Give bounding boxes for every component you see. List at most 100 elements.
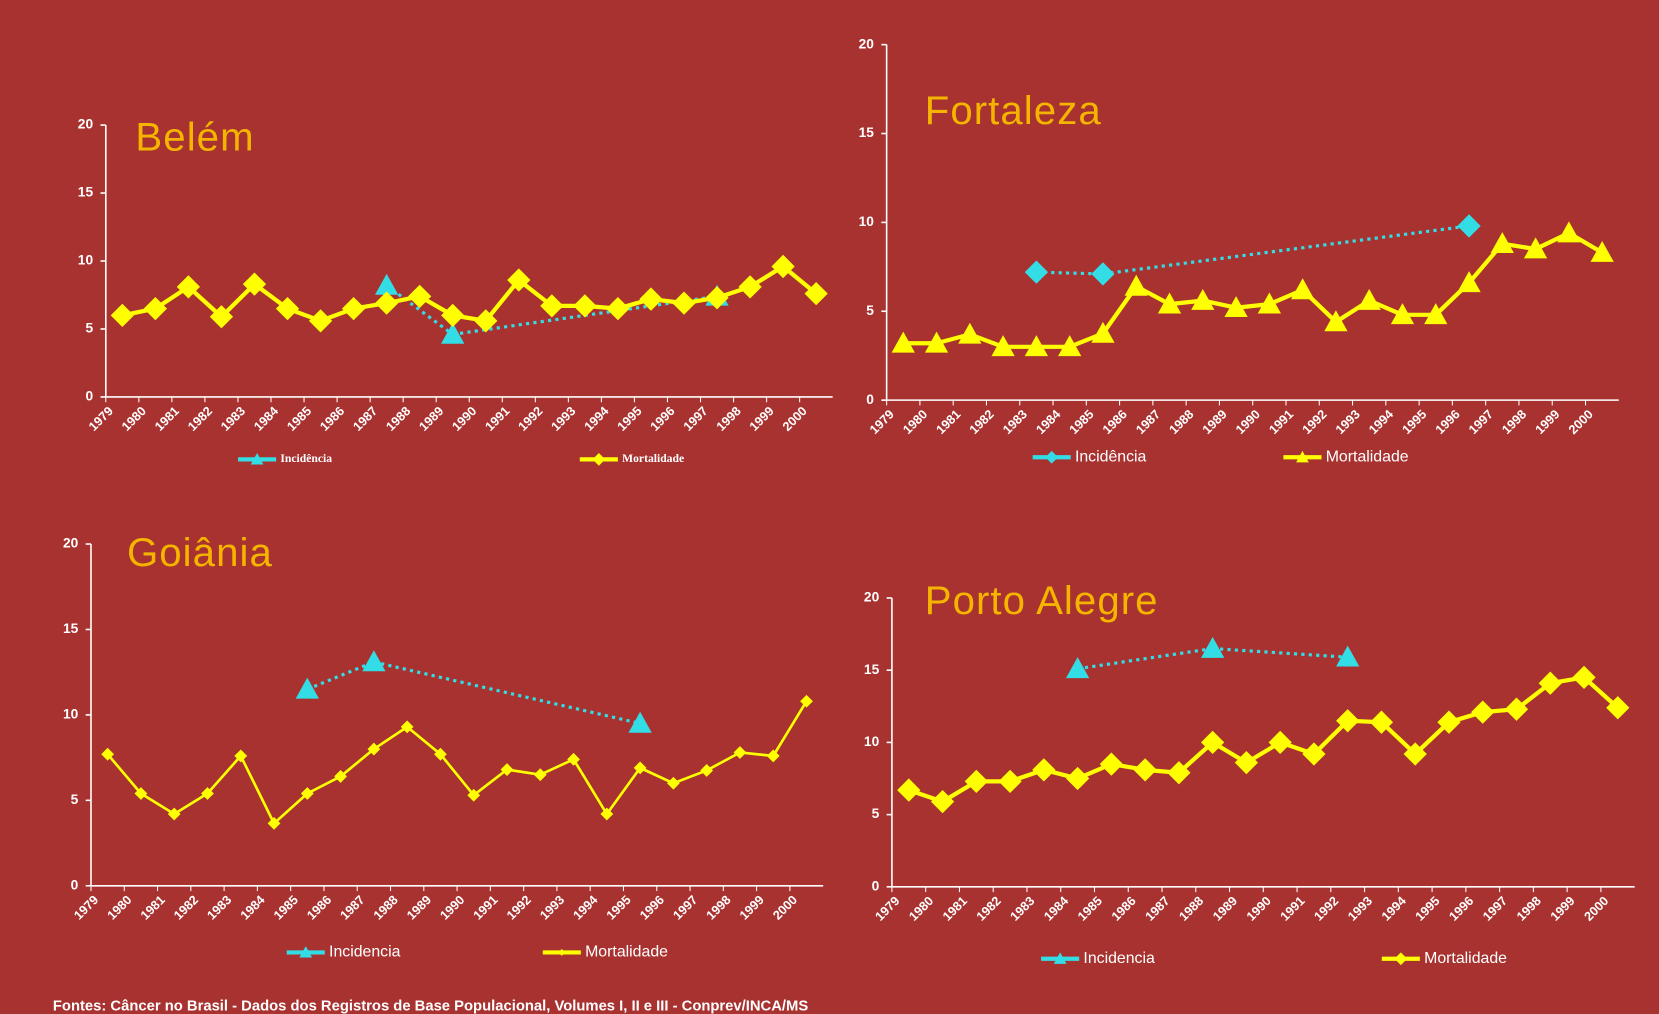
marker xyxy=(1157,292,1182,314)
marker xyxy=(408,284,432,308)
x-tick-label: 1983 xyxy=(218,404,248,434)
marker xyxy=(1201,636,1225,658)
marker xyxy=(1053,952,1067,964)
x-tick-label: 2000 xyxy=(1566,407,1596,437)
marker xyxy=(1045,450,1059,464)
marker xyxy=(375,291,399,315)
marker xyxy=(1201,730,1225,755)
marker xyxy=(733,746,747,759)
connector xyxy=(1077,646,1213,671)
marker xyxy=(1336,709,1360,733)
marker xyxy=(474,309,498,333)
x-tick-label: 1996 xyxy=(1433,407,1463,437)
marker xyxy=(1369,710,1394,734)
x-tick-label: 1993 xyxy=(1345,894,1375,924)
y-tick-label: 20 xyxy=(859,36,875,51)
marker xyxy=(209,305,234,329)
x-tick-label: 1992 xyxy=(516,404,546,434)
x-tick-label: 1996 xyxy=(1447,894,1477,924)
x-tick-label: 1995 xyxy=(615,404,645,434)
x-tick-label: 1985 xyxy=(284,404,314,434)
y-tick-label: 5 xyxy=(872,806,880,821)
series-line xyxy=(903,230,1604,349)
connector xyxy=(306,660,375,691)
legend-label: Mortalidade xyxy=(1424,950,1507,967)
marker xyxy=(1224,296,1248,318)
marker xyxy=(1457,271,1481,293)
y-tick-label: 15 xyxy=(78,185,94,200)
marker xyxy=(308,309,333,333)
marker xyxy=(891,331,915,353)
marker xyxy=(1024,260,1049,284)
marker xyxy=(1091,262,1115,286)
connector xyxy=(1212,646,1348,659)
x-tick-label: 1999 xyxy=(1548,894,1578,924)
x-tick-label: 1999 xyxy=(737,893,767,923)
marker xyxy=(341,296,366,321)
x-tick-label: 1998 xyxy=(1499,407,1529,437)
marker xyxy=(606,296,630,321)
x-tick-label: 1995 xyxy=(1413,894,1443,924)
marker xyxy=(441,322,465,344)
x-tick-label: 1994 xyxy=(1366,407,1396,437)
marker xyxy=(1324,310,1348,332)
x-tick-label: 1985 xyxy=(271,893,301,923)
marker xyxy=(1024,335,1049,357)
x-tick-label: 1988 xyxy=(1176,894,1206,924)
x-tick-label: 1987 xyxy=(1143,894,1173,924)
legend-label: Incidencia xyxy=(329,944,401,961)
x-tick-label: 1991 xyxy=(483,404,513,434)
x-tick-label: 2000 xyxy=(770,893,800,923)
y-tick-label: 15 xyxy=(63,621,79,636)
marker xyxy=(1538,671,1562,695)
x-tick-label: 1983 xyxy=(1008,894,1038,924)
marker xyxy=(299,946,313,958)
x-tick-label: 1996 xyxy=(637,893,667,923)
x-tick-label: 1980 xyxy=(906,894,936,924)
x-tick-label: 1994 xyxy=(571,893,601,923)
x-tick-label: 1997 xyxy=(1480,894,1510,924)
y-tick-label: 5 xyxy=(85,321,93,336)
marker xyxy=(1403,742,1427,766)
legend-label: Incidência xyxy=(1075,448,1147,465)
x-tick-label: 1980 xyxy=(119,404,149,434)
marker xyxy=(375,273,399,295)
marker xyxy=(633,761,647,775)
marker xyxy=(1065,657,1090,679)
x-tick-label: 1993 xyxy=(537,893,567,923)
x-tick-label: 1987 xyxy=(1133,407,1163,437)
x-tick-label: 1989 xyxy=(1210,894,1240,924)
x-tick-label: 1982 xyxy=(171,893,201,923)
x-tick-label: 1991 xyxy=(471,893,501,923)
marker xyxy=(1437,710,1461,734)
marker xyxy=(441,303,465,328)
x-tick-label: 1994 xyxy=(1379,894,1409,924)
x-tick-label: 1979 xyxy=(873,894,903,924)
marker xyxy=(958,322,982,344)
marker xyxy=(1572,665,1596,690)
chart-title: Belém xyxy=(135,114,254,159)
marker xyxy=(1133,758,1157,782)
marker xyxy=(295,677,319,699)
x-tick-label: 1992 xyxy=(504,893,534,923)
connector xyxy=(385,284,454,336)
x-tick-label: 1990 xyxy=(1233,407,1263,437)
y-tick-label: 20 xyxy=(63,536,79,551)
y-tick-label: 15 xyxy=(864,662,880,677)
x-tick-label: 1983 xyxy=(1000,407,1030,437)
y-tick-label: 10 xyxy=(78,253,94,268)
connector xyxy=(373,660,641,725)
marker xyxy=(573,294,597,318)
x-tick-label: 1995 xyxy=(604,893,634,923)
marker xyxy=(1296,450,1309,463)
x-tick-label: 1998 xyxy=(714,404,744,434)
marker xyxy=(666,776,680,790)
marker xyxy=(700,764,714,777)
marker xyxy=(897,778,921,802)
y-tick-label: 10 xyxy=(864,734,880,749)
marker xyxy=(1268,730,1292,755)
marker xyxy=(1471,700,1495,724)
marker xyxy=(1191,288,1215,310)
legend-label: Mortalidade xyxy=(1326,448,1409,465)
